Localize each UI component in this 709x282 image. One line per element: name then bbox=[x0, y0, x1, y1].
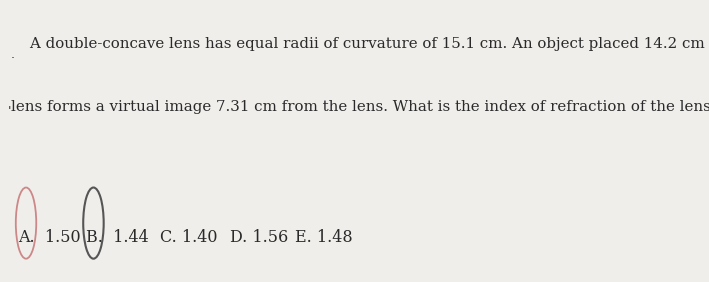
Text: A double-concave lens has equal radii of curvature of 15.1 cm. An object placed : A double-concave lens has equal radii of… bbox=[11, 37, 709, 51]
Text: B.  1.44: B. 1.44 bbox=[86, 229, 148, 246]
Text: lens forms a virtual image 7.31 cm from the lens. What is the index of refractio: lens forms a virtual image 7.31 cm from … bbox=[11, 100, 709, 114]
Text: D. 1.56: D. 1.56 bbox=[230, 229, 288, 246]
Text: C. 1.40: C. 1.40 bbox=[160, 229, 218, 246]
Text: ': ' bbox=[8, 105, 11, 118]
Text: .: . bbox=[11, 48, 15, 61]
Text: E. 1.48: E. 1.48 bbox=[295, 229, 352, 246]
Text: A.  1.50: A. 1.50 bbox=[18, 229, 81, 246]
